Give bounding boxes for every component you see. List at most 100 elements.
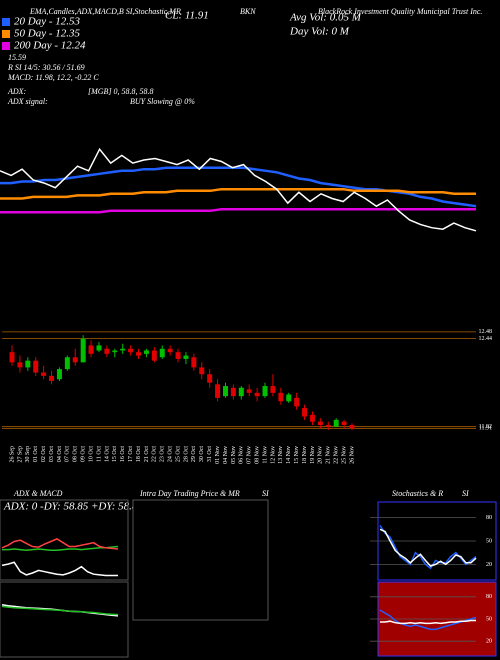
candle-body bbox=[80, 338, 86, 363]
macd-text: MACD: 11.98, 12.2, -0.22 C bbox=[7, 73, 99, 82]
line bbox=[379, 524, 477, 570]
x-tick-label: 04 Nov bbox=[223, 446, 229, 464]
candle-body bbox=[222, 386, 228, 397]
x-tick-label: 03 Oct bbox=[49, 446, 55, 462]
x-tick-label: 18 Nov bbox=[302, 446, 308, 464]
candle-body bbox=[49, 375, 55, 381]
candle-body bbox=[246, 389, 252, 393]
candle-body bbox=[294, 397, 300, 407]
symbol: BKN bbox=[240, 7, 256, 16]
y-tick-label: 20 bbox=[486, 562, 492, 568]
candle-body bbox=[270, 386, 276, 393]
line bbox=[379, 528, 477, 567]
x-tick-label: 11 Oct bbox=[96, 446, 102, 462]
legend-label: 20 Day - 12.53 bbox=[14, 16, 80, 28]
line1: 15.59 bbox=[8, 53, 26, 62]
candle-body bbox=[88, 345, 94, 354]
candle-body bbox=[25, 360, 31, 368]
adx-signal: BUY Slowing @ 0% bbox=[130, 97, 195, 106]
line bbox=[0, 187, 476, 200]
candle-body bbox=[151, 350, 157, 361]
x-tick-label: 12 Nov bbox=[270, 446, 276, 464]
line bbox=[1, 538, 119, 550]
intraday-panel bbox=[132, 499, 269, 621]
avg-vol: Avg Vol: 0.05 M bbox=[289, 12, 362, 24]
x-tick-label: 26 Nov bbox=[349, 446, 355, 464]
x-tick-label: 27 Sep bbox=[17, 446, 23, 463]
candle-body bbox=[96, 345, 102, 351]
x-tick-label: 16 Oct bbox=[120, 446, 126, 462]
x-tick-label: 14 Oct bbox=[104, 446, 110, 462]
adx-signal-label: ADX signal: bbox=[7, 97, 48, 106]
candle-body bbox=[262, 386, 268, 397]
x-tick-label: 28 Oct bbox=[183, 446, 189, 462]
x-tick-label: 18 Oct bbox=[136, 446, 142, 462]
candle-body bbox=[72, 357, 78, 363]
y-tick-label: 12.48 bbox=[479, 329, 493, 335]
x-tick-label: 08 Nov bbox=[254, 446, 260, 464]
y-tick-label: 80 bbox=[486, 515, 492, 521]
line bbox=[0, 147, 477, 232]
legend-swatch bbox=[2, 42, 10, 50]
candle-body bbox=[56, 369, 62, 380]
line bbox=[380, 619, 476, 625]
x-tick-label: 07 Nov bbox=[247, 446, 253, 464]
legend-label: 200 Day - 12.24 bbox=[14, 40, 86, 52]
adx-value: [MGB] 0, 58.8, 58.8 bbox=[88, 87, 154, 96]
x-tick-label: 22 Nov bbox=[334, 446, 340, 464]
x-tick-label: 04 Oct bbox=[57, 446, 63, 462]
panel-frame bbox=[0, 581, 129, 658]
y-tick-label: 50 bbox=[486, 616, 492, 622]
candle-body bbox=[278, 392, 284, 402]
line bbox=[2, 545, 119, 552]
candle-body bbox=[136, 352, 142, 356]
candle-body bbox=[183, 355, 189, 359]
candle-body bbox=[254, 392, 260, 397]
x-tick-label: 01 Oct bbox=[33, 446, 39, 462]
panel-title: Intra Day Trading Price & MR bbox=[139, 489, 240, 498]
panel-title: Stochastics & R bbox=[392, 489, 443, 498]
y-tick-label: 20 bbox=[486, 639, 492, 645]
x-tick-label: 17 Oct bbox=[128, 446, 134, 462]
x-tick-label: 15 Nov bbox=[294, 446, 300, 464]
y-tick-label: 11.92 bbox=[479, 424, 492, 430]
x-tick-label: 06 Nov bbox=[239, 446, 245, 464]
x-tick-label: 02 Oct bbox=[41, 446, 47, 462]
y-tick-label: 80 bbox=[486, 594, 492, 600]
rsi-text: R SI 14/5: 30.56 / 51.69 bbox=[7, 63, 85, 72]
x-tick-label: 14 Nov bbox=[286, 446, 292, 464]
day-vol: Day Vol: 0 M bbox=[289, 26, 350, 38]
x-tick-label: 30 Oct bbox=[199, 446, 205, 462]
line bbox=[1, 561, 118, 577]
panel-title: ADX & MACD bbox=[13, 489, 63, 498]
company: BlackRock Investment Quality Municipal T… bbox=[318, 7, 482, 16]
x-tick-label: 22 Oct bbox=[152, 446, 158, 462]
legend-label: 50 Day - 12.35 bbox=[14, 28, 80, 40]
x-tick-label: 21 Nov bbox=[326, 446, 332, 464]
candle-body bbox=[309, 414, 315, 422]
x-tick-label: 09 Oct bbox=[81, 446, 87, 462]
y-tick-label: 12.44 bbox=[479, 336, 493, 342]
x-tick-label: 20 Nov bbox=[318, 446, 324, 464]
x-tick-label: 24 Oct bbox=[168, 446, 174, 462]
x-tick-label: 19 Nov bbox=[310, 446, 316, 464]
candle-body bbox=[104, 348, 110, 354]
candle-body bbox=[207, 374, 213, 383]
panel-title: SI bbox=[462, 489, 469, 498]
candle-body bbox=[175, 352, 181, 359]
candle-body bbox=[167, 348, 173, 353]
y-tick-label: 11.91 bbox=[479, 426, 492, 432]
candle-body bbox=[317, 421, 323, 425]
line bbox=[1, 605, 119, 616]
x-tick-label: 11 Nov bbox=[262, 446, 268, 464]
candle-body bbox=[159, 348, 165, 358]
x-tick-label: 05 Nov bbox=[231, 446, 237, 464]
candle-body bbox=[230, 387, 236, 397]
legend-swatch bbox=[2, 30, 10, 38]
x-tick-label: 10 Oct bbox=[88, 446, 94, 462]
x-tick-label: 26 Sep bbox=[9, 446, 15, 463]
x-tick-label: 15 Oct bbox=[112, 446, 118, 462]
candle-body bbox=[199, 367, 205, 375]
x-tick-label: 01 Nov bbox=[215, 446, 221, 464]
adx-label: ADX: bbox=[7, 87, 27, 96]
